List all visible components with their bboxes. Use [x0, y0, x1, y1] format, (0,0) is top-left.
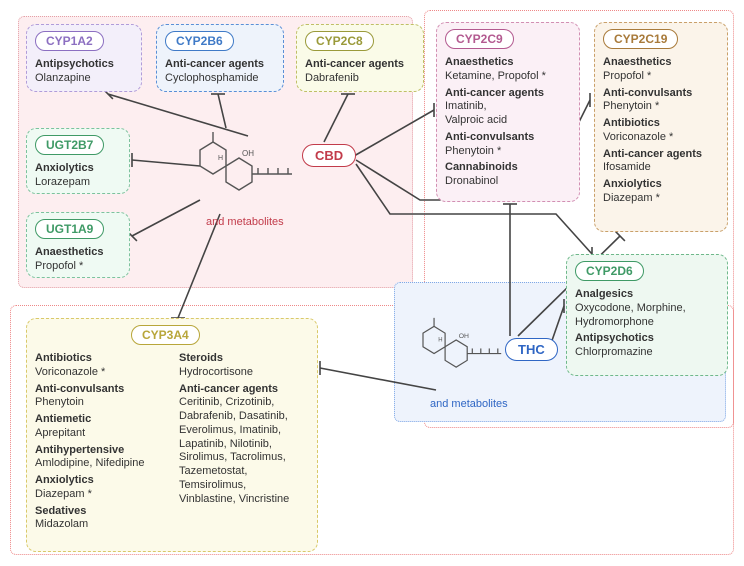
drug-category: Anti-cancer agents	[603, 148, 719, 162]
svg-text:H: H	[438, 338, 442, 344]
drug-list: Amlodipine, Nifedipine	[35, 457, 165, 471]
drug-category: Cannabinoids	[445, 161, 571, 175]
drug-list: Dabrafenib	[305, 72, 415, 86]
thc-molecule: OH H	[406, 310, 508, 392]
box-cyp3a4: CYP3A4 AntibioticsVoriconazole * Anti-conv…	[26, 318, 318, 552]
drug-category: Anaesthetics	[445, 56, 571, 70]
drug-category: Antibiotics	[603, 117, 719, 131]
drug-category: Anaesthetics	[603, 56, 719, 70]
drug-list: Phenytoin	[35, 396, 165, 410]
drug-list: Propofol *	[603, 70, 719, 84]
drug-category: Antiemetic	[35, 413, 165, 427]
drug-category: Anti-cancer agents	[165, 58, 275, 72]
thc-pill: THC	[505, 338, 558, 361]
enzyme-pill: CYP2C9	[445, 29, 514, 49]
drug-list: Imatinib, Valproic acid	[445, 100, 571, 128]
drug-category: Anaesthetics	[35, 246, 121, 260]
drug-category: Anti-cancer agents	[305, 58, 415, 72]
drug-category: Anxiolytics	[603, 178, 719, 192]
box-cyp2b6: CYP2B6 Anti-cancer agentsCyclophosphamide	[156, 24, 284, 92]
enzyme-pill: CYP3A4	[131, 325, 200, 345]
drug-category: Anxiolytics	[35, 474, 165, 488]
enzyme-pill: CYP2D6	[575, 261, 644, 281]
enzyme-pill: UGT2B7	[35, 135, 104, 155]
drug-category: Anti-convulsants	[445, 131, 571, 145]
drug-category: Antipsychotics	[35, 58, 133, 72]
drug-list: Phenytoin *	[445, 145, 571, 159]
box-cyp2c8: CYP2C8 Anti-cancer agentsDabrafenib	[296, 24, 424, 92]
drug-list: Ceritinib, Crizotinib, Dabrafenib, Dasat…	[179, 396, 309, 506]
drug-list: Oxycodone, Morphine, Hydromorphone	[575, 302, 719, 330]
drug-list: Hydrocortisone	[179, 366, 309, 380]
enzyme-pill: CYP2C8	[305, 31, 374, 51]
drug-category: Antibiotics	[35, 352, 165, 366]
drug-list: Aprepitant	[35, 427, 165, 441]
enzyme-pill: CYP2B6	[165, 31, 234, 51]
drug-list: Propofol *	[35, 260, 121, 274]
box-ugt1a9: UGT1A9 AnaestheticsPropofol *	[26, 212, 130, 278]
drug-list: Cyclophosphamide	[165, 72, 275, 86]
drug-list: Lorazepam	[35, 176, 121, 190]
svg-text:OH: OH	[459, 333, 469, 340]
drug-category: Steroids	[179, 352, 309, 366]
cbd-pill: CBD	[302, 144, 356, 167]
box-cyp2d6: CYP2D6 AnalgesicsOxycodone, Morphine, Hyd…	[566, 254, 728, 376]
drug-category: Antihypertensive	[35, 444, 165, 458]
drug-list: Midazolam	[35, 518, 165, 532]
drug-category: Anxiolytics	[35, 162, 121, 176]
drug-category: Sedatives	[35, 505, 165, 519]
box-ugt2b7: UGT2B7 AnxiolyticsLorazepam	[26, 128, 130, 194]
drug-list: Olanzapine	[35, 72, 133, 86]
drug-category: Anti-cancer agents	[179, 383, 309, 397]
drug-list: Chlorpromazine	[575, 346, 719, 360]
drug-list: Diazepam *	[603, 192, 719, 206]
enzyme-pill: UGT1A9	[35, 219, 104, 239]
drug-list: Voriconazole *	[35, 366, 165, 380]
drug-list: Voriconazole *	[603, 131, 719, 145]
drug-list: Dronabinol	[445, 175, 571, 189]
enzyme-pill: CYP2C19	[603, 29, 678, 49]
drug-list: Diazepam *	[35, 488, 165, 502]
box-cyp2c9: CYP2C9 AnaestheticsKetamine, Propofol * An…	[436, 22, 580, 202]
svg-text:H: H	[218, 155, 223, 162]
box-cyp1a2: CYP1A2 AntipsychoticsOlanzapine	[26, 24, 142, 92]
cbd-molecule: OH H	[180, 130, 300, 212]
drug-list: Ketamine, Propofol *	[445, 70, 571, 84]
thc-metabolites-label: and metabolites	[430, 398, 508, 410]
drug-category: Anti-convulsants	[35, 383, 165, 397]
drug-list: Phenytoin *	[603, 100, 719, 114]
drug-category: Anti-convulsants	[603, 87, 719, 101]
svg-text:OH: OH	[242, 149, 254, 158]
cbd-metabolites-label: and metabolites	[206, 216, 284, 228]
drug-category: Antipsychotics	[575, 332, 719, 346]
drug-category: Anti-cancer agents	[445, 87, 571, 101]
enzyme-pill: CYP1A2	[35, 31, 104, 51]
box-cyp2c19: CYP2C19 AnaestheticsPropofol * Anti-convul…	[594, 22, 728, 232]
drug-category: Analgesics	[575, 288, 719, 302]
drug-list: Ifosamide	[603, 161, 719, 175]
